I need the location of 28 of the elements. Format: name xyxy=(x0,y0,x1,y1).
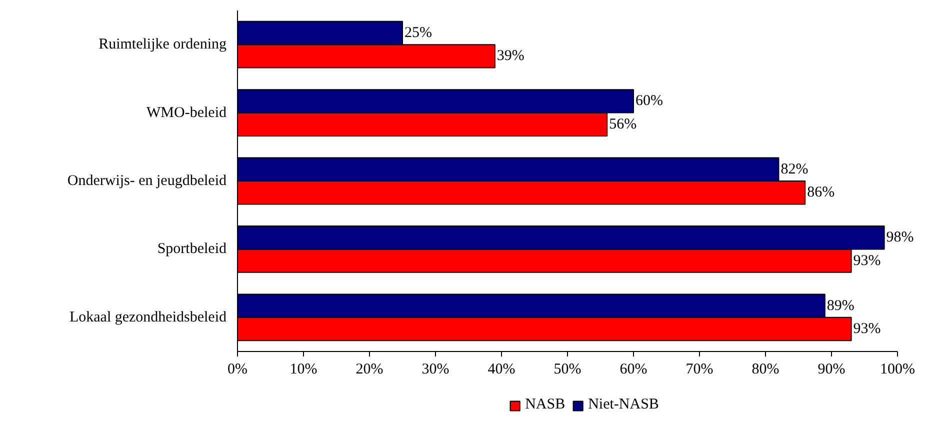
data-label: 89% xyxy=(826,298,854,314)
y-tick-label: Ruimtelijke ordening xyxy=(98,36,227,53)
data-label: 93% xyxy=(853,320,881,337)
x-tick-label: 100% xyxy=(880,362,915,378)
x-tick-label: 30% xyxy=(422,362,450,378)
y-tick-label: Onderwijs- en jeugdbeleid xyxy=(67,173,227,189)
x-tick-label: 0% xyxy=(228,362,248,378)
data-label: 56% xyxy=(609,116,637,132)
y-tick-label: Sportbeleid xyxy=(157,241,227,258)
data-label: 25% xyxy=(404,25,432,42)
data-label: 60% xyxy=(636,93,663,110)
data-label: 86% xyxy=(807,184,835,201)
x-tick-label: 70% xyxy=(686,362,714,378)
data-label: 82% xyxy=(780,161,808,178)
legend-label: NASB xyxy=(525,396,566,414)
legend-label: Niet-NASB xyxy=(588,396,659,414)
x-tick-label: 90% xyxy=(818,362,846,378)
x-tick-label: 80% xyxy=(752,362,780,378)
y-tick-label: Lokaal gezondheidsbeleid xyxy=(69,309,227,326)
x-tick-label: 20% xyxy=(356,362,384,378)
x-tick-label: 50% xyxy=(554,362,582,378)
data-label: 98% xyxy=(886,230,914,246)
data-label: 39% xyxy=(496,48,524,64)
x-tick-label: 40% xyxy=(488,362,516,378)
data-label: 93% xyxy=(853,252,881,269)
x-tick-label: 10% xyxy=(290,362,318,378)
x-tick-label: 60% xyxy=(620,362,648,378)
y-tick-label: WMO-beleid xyxy=(146,104,227,121)
